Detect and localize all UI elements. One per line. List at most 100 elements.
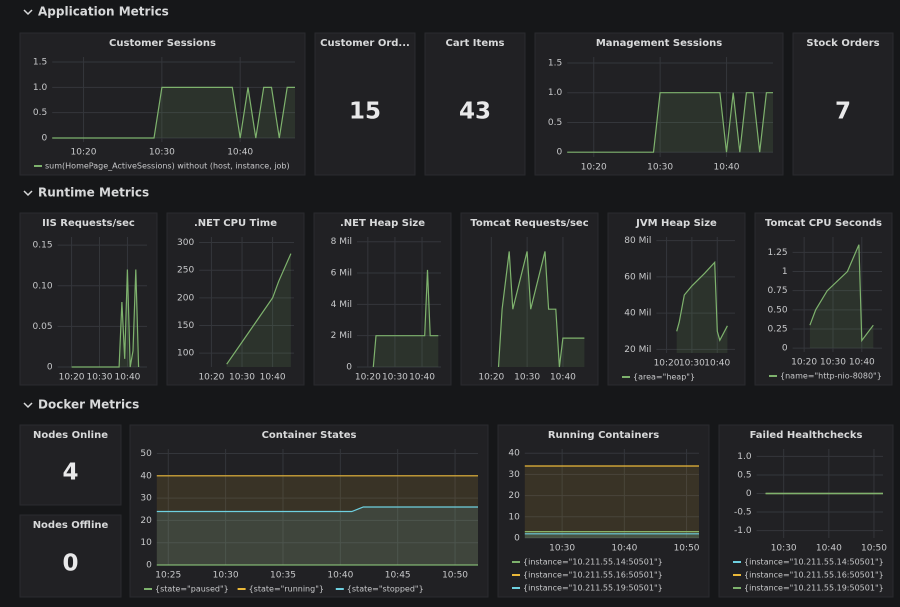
y-tick-label: 10: [140, 538, 152, 548]
panel-title[interactable]: JVM Heap Size: [635, 218, 717, 229]
x-tick-label: 10:50: [861, 544, 887, 554]
legend-label[interactable]: {state="running"}: [249, 585, 324, 594]
legend-label[interactable]: {instance="10.211.55.14:50501"}: [523, 558, 663, 567]
panel: [424, 32, 526, 176]
x-tick-label: 10:30: [514, 373, 540, 383]
y-tick-label: 0: [514, 534, 520, 544]
x-tick-label: 10:40: [611, 544, 637, 554]
stat-value: 43: [459, 99, 491, 125]
series-area: [676, 262, 728, 353]
x-tick-label: 10:40: [704, 359, 730, 369]
x-tick-label: 10:50: [442, 571, 468, 581]
series-line: [156, 506, 478, 513]
y-tick-label: 30: [508, 470, 520, 480]
x-tick-label: 10:30: [213, 571, 239, 581]
x-tick-label: 10:20: [791, 358, 817, 368]
y-tick-label: 6 Mil: [331, 269, 352, 279]
legend-label[interactable]: {instance="10.211.55.19:50501"}: [523, 584, 663, 593]
legend-label[interactable]: {name="http-nio-8080"}: [780, 372, 882, 381]
panel-title[interactable]: Customer Ord...: [320, 38, 410, 49]
series-line: [71, 269, 140, 368]
section-title[interactable]: Docker Metrics: [38, 398, 139, 412]
y-tick-label: 0.15: [33, 241, 53, 251]
x-tick-label: 10:30: [229, 373, 255, 383]
stat-value: 0: [62, 551, 78, 577]
legend-label[interactable]: {state="paused"}: [155, 585, 229, 594]
series-line: [372, 269, 439, 368]
series-area: [524, 533, 699, 538]
series-line: [809, 244, 874, 343]
panel: [166, 212, 305, 386]
panel: [19, 424, 122, 506]
x-tick-label: 10:20: [581, 163, 607, 173]
panel-title[interactable]: Cart Items: [446, 38, 505, 49]
collapse-icon[interactable]: [23, 402, 33, 409]
series-area: [524, 531, 699, 538]
x-tick-label: 10:30: [149, 148, 175, 158]
collapse-icon[interactable]: [23, 190, 33, 197]
panel: [607, 212, 746, 386]
y-tick-label: 8 Mil: [331, 237, 352, 247]
x-tick-label: 10:25: [155, 571, 181, 581]
x-tick-label: 10:40: [714, 163, 740, 173]
y-tick-label: 0: [746, 489, 752, 499]
y-tick-label: 0.75: [768, 286, 788, 296]
x-tick-label: 10:30: [87, 373, 113, 383]
series-area: [226, 253, 291, 367]
y-tick-label: 200: [177, 293, 194, 303]
legend-label[interactable]: {instance="10.211.55.16:50501"}: [744, 571, 884, 580]
panel-title[interactable]: Nodes Online: [33, 430, 108, 441]
section-title[interactable]: Application Metrics: [38, 5, 169, 19]
panel-title[interactable]: .NET Heap Size: [340, 218, 425, 229]
x-tick-label: 10:40: [227, 148, 253, 158]
stat-value: 4: [62, 460, 78, 486]
y-tick-label: 100: [177, 349, 194, 359]
x-tick-label: 10:30: [679, 359, 705, 369]
panel-title[interactable]: Nodes Offline: [33, 520, 109, 531]
x-tick-label: 10:40: [816, 544, 842, 554]
y-tick-label: 40: [140, 471, 152, 481]
series-line: [567, 92, 773, 153]
y-tick-label: 1.25: [768, 248, 788, 258]
y-tick-label: 0.10: [33, 281, 53, 291]
panel-title[interactable]: .NET CPU Time: [194, 218, 277, 229]
panel-title[interactable]: Management Sessions: [596, 38, 722, 49]
legend-label[interactable]: {instance="10.211.55.16:50501"}: [523, 571, 663, 580]
x-tick-label: 10:30: [820, 358, 846, 368]
collapse-icon[interactable]: [23, 9, 33, 16]
legend-label[interactable]: {instance="10.211.55.14:50501"}: [744, 558, 884, 567]
legend-label[interactable]: sum(HomePage_ActiveSessions) without (ho…: [45, 162, 290, 171]
panel-title[interactable]: IIS Requests/sec: [42, 218, 135, 229]
panel: [314, 32, 416, 176]
x-tick-label: 10:30: [382, 373, 408, 383]
y-tick-label: 0: [556, 148, 562, 158]
legend-label[interactable]: {state="stopped"}: [347, 585, 424, 594]
section-title[interactable]: Runtime Metrics: [38, 186, 149, 200]
series-area: [156, 475, 479, 565]
panel-title[interactable]: Stock Orders: [806, 38, 879, 49]
panel-title[interactable]: Running Containers: [548, 430, 659, 441]
panel-title[interactable]: Failed Healthchecks: [750, 430, 863, 441]
panel-title[interactable]: Tomcat Requests/sec: [470, 218, 588, 229]
y-tick-label: 150: [177, 321, 194, 331]
panel-title[interactable]: Tomcat CPU Seconds: [765, 218, 882, 229]
panel: [19, 514, 122, 598]
x-tick-label: 10:40: [849, 358, 875, 368]
y-tick-label: 50: [140, 449, 152, 459]
y-tick-label: 1.0: [737, 452, 752, 462]
y-tick-label: 0: [782, 344, 788, 354]
legend-label[interactable]: {instance="10.211.55.19:50501"}: [744, 584, 884, 593]
panel-title[interactable]: Container States: [262, 430, 357, 441]
y-tick-label: -0.5: [734, 508, 752, 518]
x-tick-label: 10:20: [654, 359, 680, 369]
panel: [754, 212, 893, 386]
panel: [19, 32, 306, 176]
y-tick-label: 0.5: [33, 108, 47, 118]
series-area: [524, 466, 699, 538]
y-tick-label: 0: [41, 133, 47, 143]
legend-label[interactable]: {area="heap"}: [633, 373, 695, 382]
y-tick-label: -1.0: [734, 526, 752, 536]
panel-title[interactable]: Customer Sessions: [109, 38, 216, 49]
series-line: [52, 86, 295, 139]
